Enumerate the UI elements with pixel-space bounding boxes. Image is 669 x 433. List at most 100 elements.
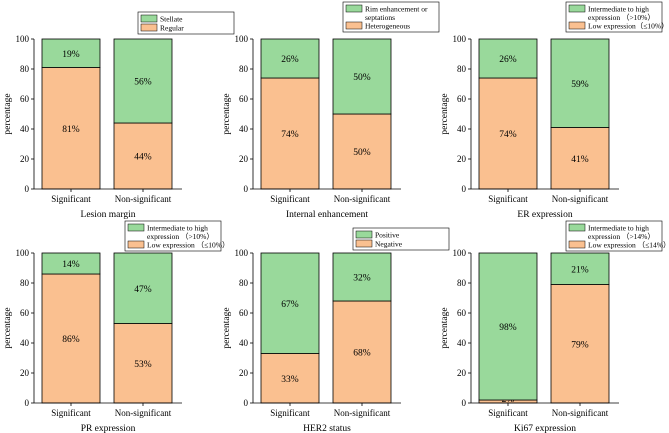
legend-label: Negative bbox=[375, 240, 403, 249]
chart-panel-1: 81% 19% Significant 44% 56% Non-significant 0 2… bbox=[3, 11, 235, 220]
y-tick-label: 0 bbox=[25, 398, 30, 408]
legend-label: Low expression （≤14%） bbox=[588, 241, 669, 250]
y-tick-label: 80 bbox=[457, 64, 467, 74]
y-tick-label: 100 bbox=[16, 34, 30, 44]
data-label: 33% bbox=[281, 375, 299, 385]
data-label: 59% bbox=[571, 80, 589, 90]
legend-label: septations bbox=[365, 13, 395, 22]
x-tick-label: Significant bbox=[51, 408, 91, 418]
y-tick-label: 0 bbox=[244, 184, 249, 194]
x-axis-title: Internal enhancement bbox=[286, 210, 368, 220]
bar-segment bbox=[332, 252, 392, 302]
y-tick-label: 20 bbox=[20, 154, 30, 164]
legend-label: expression （>10%） bbox=[147, 232, 214, 241]
chart-panel-5: 33% 67% Significant 68% 32% Non-significant 0 2… bbox=[222, 227, 450, 433]
bar-segment bbox=[113, 323, 173, 404]
data-label: 26% bbox=[499, 55, 517, 65]
data-label: 21% bbox=[571, 265, 589, 275]
legend-swatch bbox=[345, 21, 363, 30]
y-axis-title: percentage bbox=[3, 307, 13, 348]
x-tick-label: Non-significant bbox=[552, 194, 609, 204]
bar-segment bbox=[332, 300, 392, 404]
x-tick-label: Non-significant bbox=[552, 408, 609, 418]
y-tick-label: 20 bbox=[457, 368, 467, 378]
data-label: 47% bbox=[134, 285, 152, 295]
bar-segment bbox=[41, 273, 101, 404]
y-tick-label: 80 bbox=[457, 278, 467, 288]
data-label: 86% bbox=[62, 335, 80, 345]
y-tick-label: 40 bbox=[239, 124, 249, 134]
legend-swatch bbox=[140, 14, 158, 23]
data-label: 41% bbox=[571, 155, 589, 165]
x-tick-label: Non-significant bbox=[115, 408, 172, 418]
y-tick-label: 60 bbox=[239, 94, 249, 104]
y-tick-label: 60 bbox=[457, 308, 467, 318]
y-tick-label: 60 bbox=[239, 308, 249, 318]
y-tick-label: 60 bbox=[20, 308, 30, 318]
chart-panel-2: 74% 26% Significant 50% 50% Non-significant 0 2… bbox=[222, 1, 440, 220]
legend-label: Rim enhancement or bbox=[365, 5, 428, 14]
chart-panel-4: 86% 14% Significant 53% 47% Non-significant 0 2… bbox=[3, 220, 229, 433]
x-axis-title: Ki67 expression bbox=[514, 424, 576, 433]
legend-swatch bbox=[568, 21, 586, 30]
bar-segment bbox=[260, 353, 320, 404]
x-axis-title: PR expression bbox=[81, 424, 136, 433]
y-tick-label: 40 bbox=[239, 338, 249, 348]
y-tick-label: 40 bbox=[457, 338, 467, 348]
data-label: 44% bbox=[134, 153, 152, 163]
legend-label: Regular bbox=[160, 24, 184, 33]
bar-segment bbox=[41, 67, 101, 190]
legend-swatch bbox=[345, 4, 363, 13]
x-axis-title: HER2 status bbox=[303, 424, 351, 433]
legend-swatch bbox=[127, 223, 145, 232]
bar-segment bbox=[260, 252, 320, 354]
legend-swatch bbox=[355, 230, 373, 239]
data-label: 26% bbox=[281, 55, 299, 65]
bar-segment bbox=[550, 127, 610, 190]
bar-segment bbox=[478, 77, 538, 190]
legend-label: Intermediate to high bbox=[147, 224, 208, 233]
legend-swatch bbox=[568, 240, 586, 249]
data-label: 53% bbox=[134, 360, 152, 370]
data-label: 98% bbox=[499, 323, 517, 333]
x-tick-label: Significant bbox=[51, 194, 91, 204]
bar-segment bbox=[260, 38, 320, 79]
legend: Rim enhancement orseptationsHeterogeneou… bbox=[342, 1, 440, 33]
y-tick-label: 80 bbox=[239, 278, 249, 288]
bar-segment bbox=[260, 77, 320, 190]
chart-panel-3: 74% 26% Significant 41% 59% Non-significant 0 2… bbox=[440, 1, 669, 220]
bar-segment bbox=[41, 252, 101, 275]
legend-swatch bbox=[127, 240, 145, 249]
legend-label: Low expression （≤10%） bbox=[147, 241, 229, 250]
legend-label: Heterogeneous bbox=[365, 22, 410, 31]
data-label: 19% bbox=[62, 50, 80, 60]
data-label: 14% bbox=[62, 260, 80, 270]
x-tick-label: Non-significant bbox=[115, 194, 172, 204]
bar-segment bbox=[478, 38, 538, 79]
legend-label: expression （>14%） bbox=[588, 232, 655, 241]
chart-panel-6: 2%98%Significant79%21%Non-significant020… bbox=[440, 220, 669, 433]
data-label: 68% bbox=[353, 349, 371, 359]
y-tick-label: 0 bbox=[244, 398, 249, 408]
y-tick-label: 60 bbox=[20, 94, 30, 104]
x-axis-title: ER expression bbox=[517, 210, 572, 220]
y-tick-label: 100 bbox=[16, 248, 30, 258]
legend-swatch bbox=[568, 223, 586, 232]
y-axis-title: percentage bbox=[440, 307, 450, 348]
legend-label: Positive bbox=[375, 231, 400, 240]
data-label: 56% bbox=[134, 78, 152, 88]
y-tick-label: 40 bbox=[20, 124, 30, 134]
data-label: 50% bbox=[353, 148, 371, 158]
data-label: 74% bbox=[281, 130, 299, 140]
bar-segment bbox=[550, 284, 610, 404]
data-label: 81% bbox=[62, 125, 80, 135]
x-tick-label: Non-significant bbox=[334, 408, 391, 418]
data-label: 67% bbox=[281, 300, 299, 310]
x-tick-label: Non-significant bbox=[334, 194, 391, 204]
x-tick-label: Significant bbox=[270, 194, 310, 204]
